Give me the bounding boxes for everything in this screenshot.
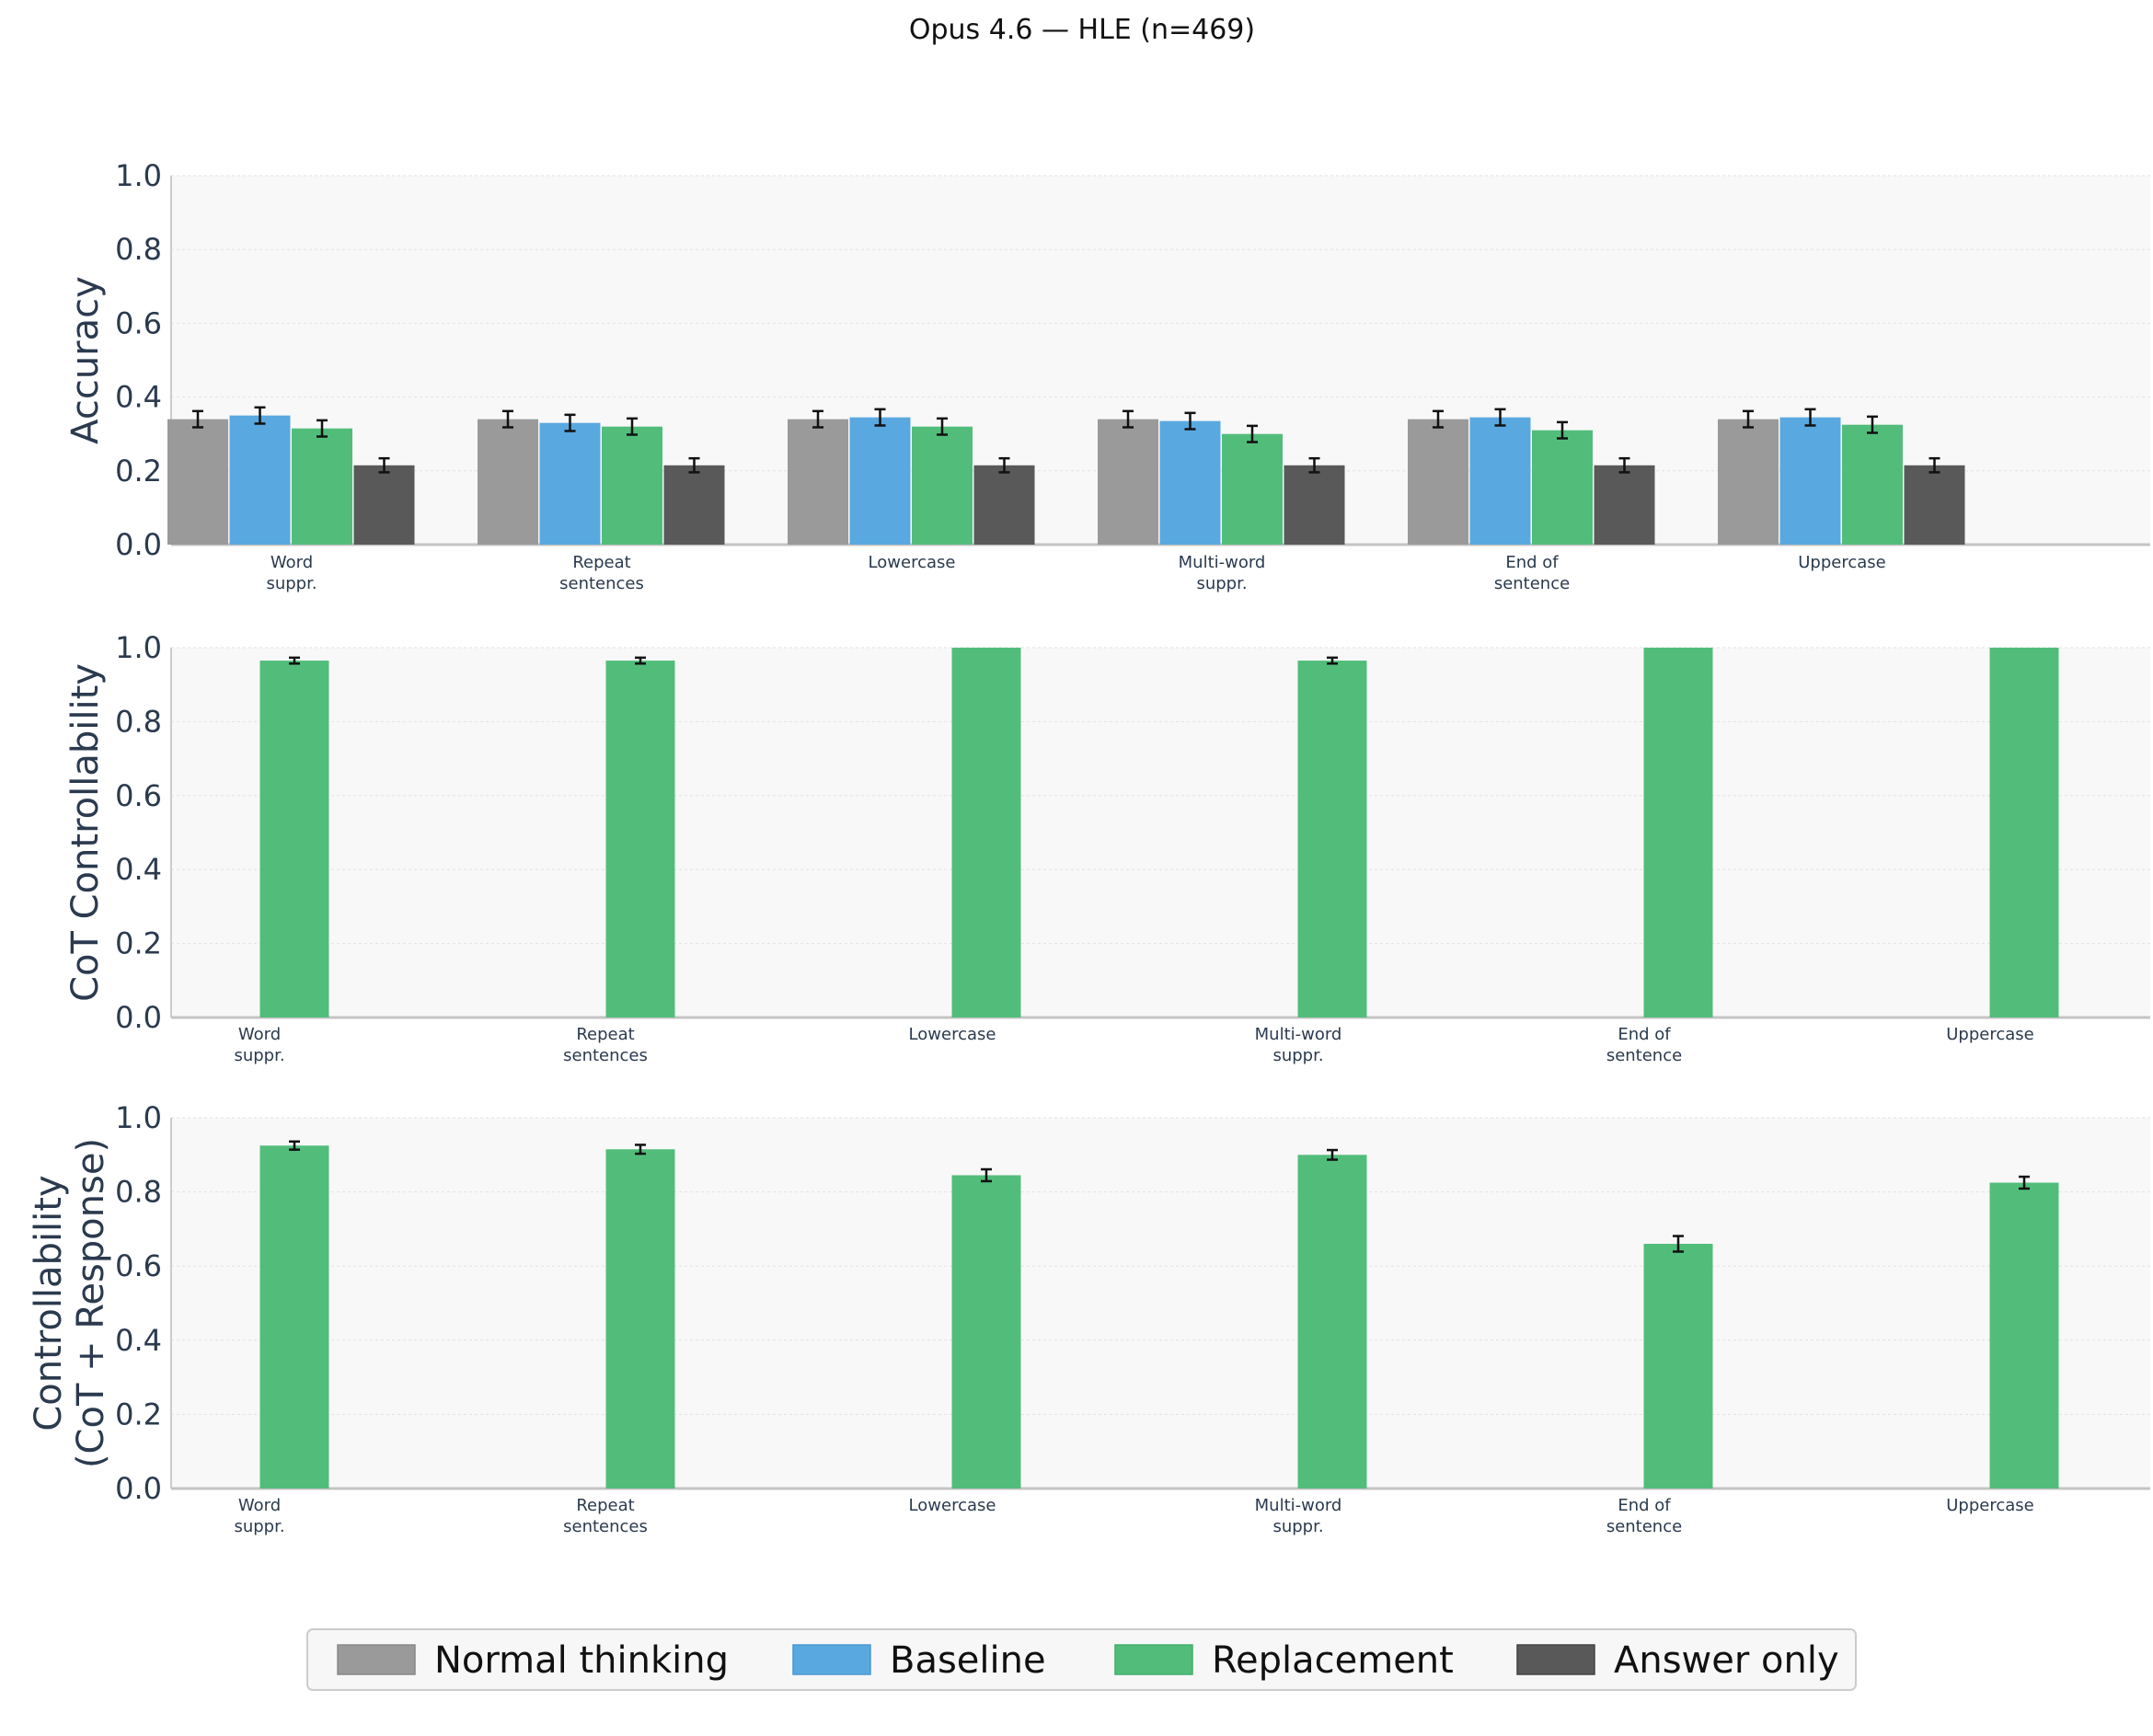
legend-label-answer-only: Answer only bbox=[1614, 1639, 1839, 1682]
accuracy-bar bbox=[1284, 465, 1345, 545]
accuracy-bar bbox=[1159, 420, 1221, 545]
accuracy-ytick-label: 0.4 bbox=[115, 380, 162, 415]
legend-swatch-normal-thinking bbox=[337, 1644, 416, 1675]
accuracy-xtick-label: Multi-word suppr. bbox=[1179, 553, 1266, 593]
cot-controllability-ytick-label: 0.2 bbox=[115, 926, 162, 961]
accuracy-bar bbox=[1594, 465, 1655, 545]
accuracy-bar bbox=[663, 465, 725, 545]
cot-controllability-plot-area bbox=[171, 648, 2150, 1017]
controllability-ytick-label: 0.6 bbox=[115, 1248, 162, 1283]
controllability-bar bbox=[1297, 1155, 1367, 1489]
accuracy-bar bbox=[1098, 419, 1158, 545]
accuracy-ytick-label: 0.0 bbox=[115, 527, 162, 562]
accuracy-bar bbox=[1904, 465, 1965, 545]
controllability-bar bbox=[1989, 1182, 2059, 1489]
accuracy-bar bbox=[602, 426, 662, 545]
accuracy-bar bbox=[1779, 417, 1841, 545]
controllability-ytick-label: 0.0 bbox=[115, 1471, 162, 1506]
controllability-xtick-label: Lowercase bbox=[909, 1496, 996, 1515]
legend: Normal thinking Baseline Replacement Ans… bbox=[306, 1628, 1857, 1691]
cot-controllability-ytick-label: 1.0 bbox=[115, 630, 162, 665]
controllability-bar bbox=[951, 1175, 1021, 1489]
controllability-xtick-label: End of sentence bbox=[1606, 1496, 1682, 1536]
cot-controllability-y-axis-label: CoT Controllability bbox=[64, 663, 107, 1002]
controllability-bar bbox=[605, 1149, 675, 1489]
controllability-xtick-label: Repeat sentences bbox=[563, 1496, 648, 1536]
accuracy-bar bbox=[788, 419, 848, 545]
accuracy-bar bbox=[1842, 424, 1903, 545]
cot-controllability-bar bbox=[1643, 648, 1713, 1017]
cot-controllability-bar bbox=[1297, 661, 1367, 1017]
cot-controllability-ytick-label: 0.0 bbox=[115, 1000, 162, 1035]
controllability-xtick-label: Multi-word suppr. bbox=[1255, 1496, 1342, 1536]
accuracy-bar bbox=[912, 426, 973, 545]
legend-label-replacement: Replacement bbox=[1212, 1639, 1454, 1682]
cot-controllability-ytick-label: 0.6 bbox=[115, 778, 162, 813]
cot-controllability-xtick-label: Repeat sentences bbox=[563, 1025, 648, 1065]
accuracy-bar bbox=[478, 419, 538, 545]
accuracy-ytick-label: 0.8 bbox=[115, 232, 162, 267]
legend-swatch-answer-only bbox=[1516, 1644, 1595, 1675]
accuracy-bar bbox=[1718, 419, 1779, 545]
accuracy-bar bbox=[973, 465, 1035, 545]
accuracy-xtick-label: End of sentence bbox=[1494, 553, 1570, 593]
controllability-ytick-label: 0.4 bbox=[115, 1323, 162, 1358]
cot-controllability-ytick-label: 0.8 bbox=[115, 704, 162, 739]
legend-swatch-baseline bbox=[792, 1644, 871, 1675]
cot-controllability-ytick-label: 0.4 bbox=[115, 852, 162, 887]
controllability-xtick-label: Uppercase bbox=[1946, 1496, 2033, 1515]
controllability-ytick-label: 0.2 bbox=[115, 1397, 162, 1431]
accuracy-xtick-label: Lowercase bbox=[869, 553, 956, 572]
controllability-y-axis-label: Controllability(CoT + Response) bbox=[28, 1138, 112, 1468]
accuracy-y-axis-label: Accuracy bbox=[64, 276, 107, 444]
accuracy-bar bbox=[1408, 419, 1468, 545]
accuracy-bar bbox=[1469, 417, 1531, 545]
accuracy-bar bbox=[539, 422, 601, 545]
cot-controllability-xtick-label: Word suppr. bbox=[234, 1025, 284, 1065]
accuracy-ytick-label: 0.6 bbox=[115, 305, 162, 340]
cot-controllability-xtick-label: Lowercase bbox=[909, 1025, 996, 1044]
cot-controllability-xtick-label: Uppercase bbox=[1946, 1025, 2033, 1044]
accuracy-xtick-label: Uppercase bbox=[1798, 553, 1885, 572]
controllability-plot-area bbox=[171, 1118, 2150, 1489]
controllability-bar bbox=[259, 1145, 329, 1489]
chart-title: Opus 4.6 — HLE (n=469) bbox=[909, 14, 1255, 46]
accuracy-bar bbox=[1532, 430, 1593, 545]
accuracy-bar bbox=[849, 417, 911, 545]
cot-controllability-bar bbox=[605, 661, 675, 1017]
accuracy-ytick-label: 0.2 bbox=[115, 454, 162, 489]
accuracy-xtick-label: Word suppr. bbox=[266, 553, 317, 593]
accuracy-bar bbox=[353, 465, 415, 545]
cot-controllability-bar bbox=[951, 648, 1021, 1017]
legend-label-normal-thinking: Normal thinking bbox=[434, 1639, 729, 1682]
accuracy-bar bbox=[229, 415, 291, 545]
controllability-xtick-label: Word suppr. bbox=[234, 1496, 284, 1536]
cot-controllability-xtick-label: Multi-word suppr. bbox=[1255, 1025, 1342, 1065]
accuracy-ytick-label: 1.0 bbox=[115, 158, 162, 193]
legend-swatch-replacement bbox=[1114, 1644, 1193, 1675]
cot-controllability-bar bbox=[1989, 648, 2059, 1017]
legend-label-baseline: Baseline bbox=[890, 1639, 1046, 1682]
cot-controllability-xtick-label: End of sentence bbox=[1606, 1025, 1682, 1065]
accuracy-bar bbox=[292, 428, 352, 545]
accuracy-panel: 0.0 0.2 0.4 0.6 0.8 1.0 Accuracy Word suppr. Repe… bbox=[64, 158, 2150, 593]
accuracy-bar bbox=[167, 419, 228, 545]
cot-controllability-bar bbox=[259, 661, 329, 1017]
controllability-ytick-label: 0.8 bbox=[115, 1175, 162, 1210]
accuracy-xtick-label: Repeat sentences bbox=[559, 553, 644, 593]
controllability-bar bbox=[1643, 1244, 1713, 1489]
controllability-ytick-label: 1.0 bbox=[115, 1100, 162, 1135]
legend-frame bbox=[306, 1628, 1857, 1691]
accuracy-bar bbox=[1222, 433, 1283, 545]
